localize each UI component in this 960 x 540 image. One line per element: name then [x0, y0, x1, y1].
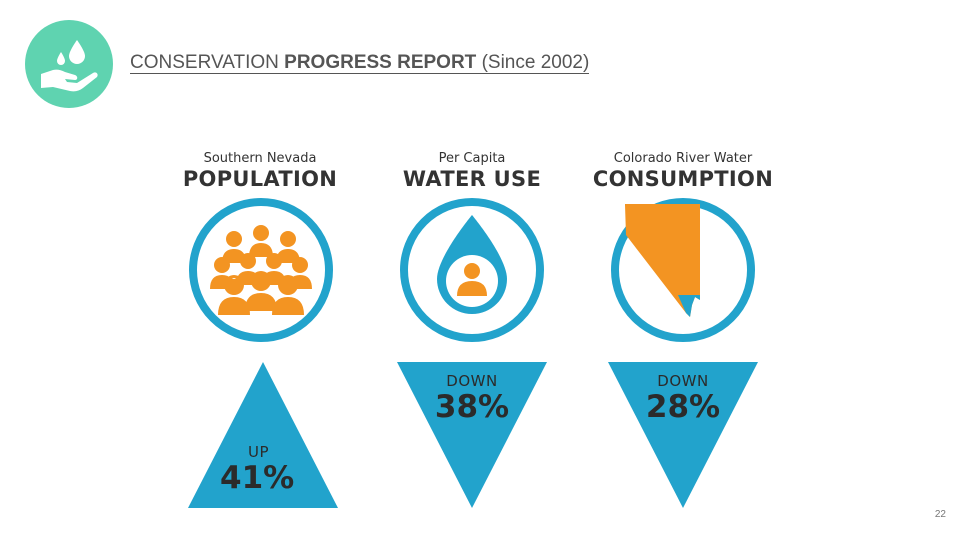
title-bold: PROGRESS REPORT: [284, 52, 477, 73]
title-prefix: CONSERVATION: [130, 52, 279, 73]
consumption-subtitle: Colorado River Water: [613, 151, 753, 166]
nevada-map-icon: [611, 198, 755, 342]
population-up-triangle: [188, 362, 338, 508]
page-number: 22: [934, 509, 946, 520]
water-use-subtitle: Per Capita: [438, 151, 506, 166]
water-use-heading: WATER USE: [402, 167, 542, 191]
consumption-percent: 28%: [645, 389, 721, 425]
water-use-header: Per Capita WATER USE: [372, 151, 572, 191]
water-use-percent: 38%: [434, 389, 510, 425]
consumption-heading: CONSUMPTION: [592, 167, 774, 191]
population-change: UP 41%: [188, 443, 303, 495]
consumption-change: DOWN 28%: [608, 372, 758, 424]
population-subtitle: Southern Nevada: [203, 151, 317, 166]
title-suffix: (Since 2002): [481, 52, 590, 73]
population-heading: POPULATION: [182, 167, 338, 191]
water-use-direction: DOWN: [446, 372, 498, 390]
water-use-down-triangle: [397, 362, 547, 508]
water-use-change: DOWN 38%: [397, 372, 547, 424]
population-header: Southern Nevada POPULATION: [160, 151, 360, 191]
population-percent: 41%: [220, 460, 295, 496]
water-drop-person-icon: [400, 198, 544, 342]
consumption-direction: DOWN: [657, 372, 709, 390]
population-direction: UP: [248, 443, 270, 461]
population-people-icon: [189, 198, 333, 342]
consumption-header: Colorado River Water CONSUMPTION: [573, 151, 793, 191]
consumption-down-triangle: [608, 362, 758, 508]
page-title: CONSERVATION PROGRESS REPORT (Since 2002…: [130, 52, 590, 74]
water-hand-logo-icon: [25, 20, 113, 108]
